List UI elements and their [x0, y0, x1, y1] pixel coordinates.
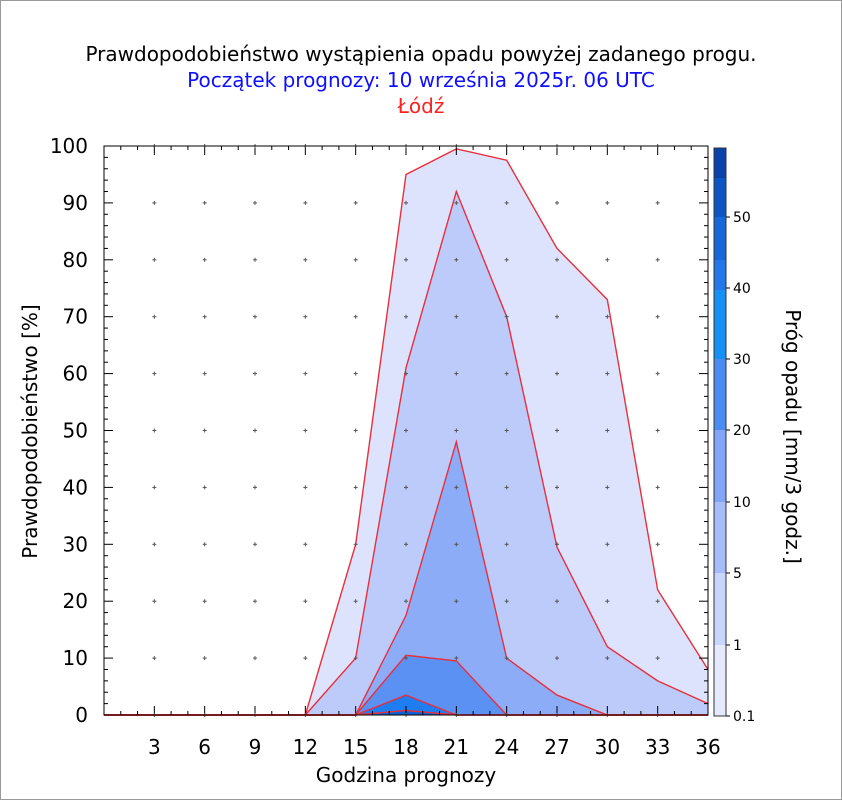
colorbar-tick-label: 5 [733, 566, 742, 582]
x-axis-label: Godzina prognozy [316, 763, 497, 787]
y-tick-label: 100 [50, 134, 88, 158]
colorbar-segment [714, 502, 726, 573]
colorbar-tick-label: 1 [733, 638, 742, 654]
colorbar-segment [714, 148, 726, 178]
x-tick-label: 12 [293, 735, 318, 759]
x-tick-label: 21 [444, 735, 469, 759]
colorbar-segment [714, 260, 726, 290]
y-tick-label: 10 [63, 646, 88, 670]
x-tick-label: 33 [645, 735, 670, 759]
colorbar-label: Próg opadu [mm/3 godz.] [781, 309, 805, 564]
colorbar-segment [714, 573, 726, 645]
x-tick-label: 24 [494, 735, 519, 759]
y-tick-label: 90 [63, 191, 88, 215]
area-series-1 [104, 191, 708, 715]
colorbar-frame [713, 147, 727, 717]
colorbar-segment [714, 290, 726, 359]
x-tick-label: 36 [695, 735, 720, 759]
y-tick-label: 60 [63, 362, 88, 386]
y-axis-label: Prawdopodobieństwo [%] [18, 304, 42, 558]
area-series-4 [104, 695, 708, 715]
colorbar-segment [714, 645, 726, 716]
y-tick-label: 50 [63, 419, 88, 443]
y-tick-label: 20 [63, 589, 88, 613]
x-tick-label: 6 [198, 735, 211, 759]
colorbar-tick-label: 0.1 [733, 709, 755, 725]
y-tick-label: 80 [63, 248, 88, 272]
x-tick-label: 3 [148, 735, 161, 759]
x-tick-label: 30 [595, 735, 620, 759]
colorbar-segment [714, 217, 726, 260]
y-tick-label: 0 [75, 703, 88, 727]
chart-title: Prawdopodobieństwo wystąpienia opadu pow… [85, 42, 757, 66]
colorbar-tick-label: 10 [733, 495, 751, 511]
y-tick-labels: 0 10 20 30 40 50 60 70 80 90 100 [50, 134, 88, 727]
chart-subtitle: Początek prognozy: 10 września 2025r. 06… [187, 68, 655, 92]
colorbar: 0.1 1 5 10 20 30 40 50 [713, 147, 755, 725]
colorbar-tick-label: 50 [733, 210, 751, 226]
location-label: Łódź [397, 94, 445, 118]
colorbar-tick-label: 40 [733, 281, 751, 297]
colorbar-segment [714, 430, 726, 502]
x-tick-label: 18 [393, 735, 418, 759]
y-tick-label: 40 [63, 475, 88, 499]
plot-frame [103, 145, 709, 716]
x-tick-labels: 3 6 9 12 15 18 21 24 27 30 33 36 [148, 735, 721, 759]
x-tick-label: 9 [249, 735, 262, 759]
x-tick-label: 15 [343, 735, 368, 759]
area-series-3 [104, 655, 708, 715]
colorbar-tick-label: 30 [733, 352, 751, 368]
colorbar-segment [714, 178, 726, 217]
x-tick-label: 27 [544, 735, 569, 759]
colorbar-segment [714, 359, 726, 430]
y-tick-label: 70 [63, 305, 88, 329]
colorbar-tick-label: 20 [733, 423, 751, 439]
y-tick-label: 30 [63, 532, 88, 556]
